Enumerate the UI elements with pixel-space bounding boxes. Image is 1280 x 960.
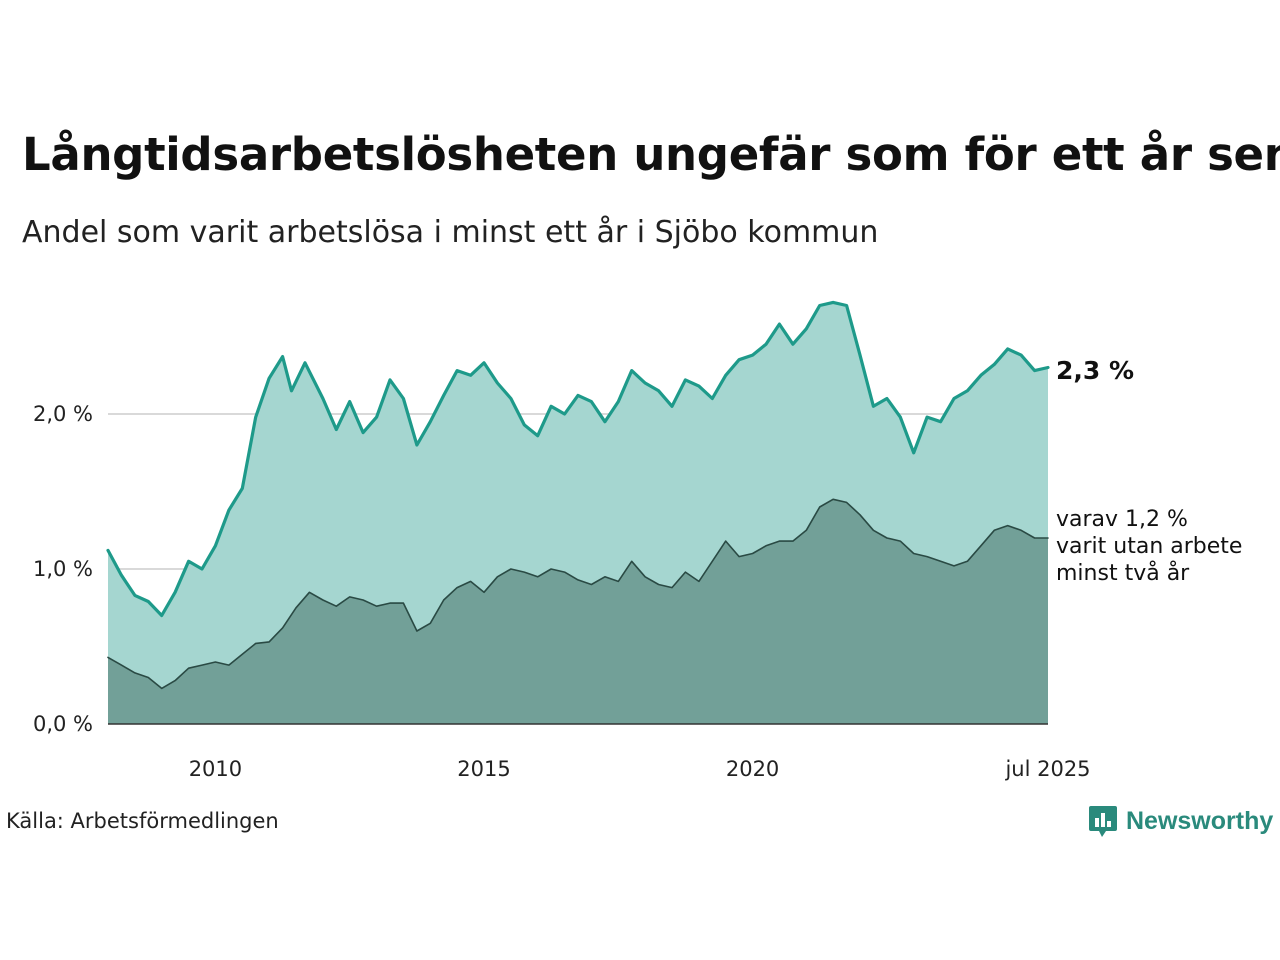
y-tick-label: 0,0 % xyxy=(33,712,93,736)
note-line: varav 1,2 % xyxy=(1056,507,1188,532)
series-area-long xyxy=(108,499,1048,724)
end-value-label: 2,3 % xyxy=(1056,356,1134,385)
x-tick-label: 2015 xyxy=(457,757,510,781)
y-tick-label: 2,0 % xyxy=(33,402,93,426)
x-axis: 2010 2015 2020 jul 2025 xyxy=(189,757,1091,781)
long-term-note: varav 1,2 % varit utan arbete minst två … xyxy=(1056,507,1249,586)
series-line-long xyxy=(107,498,1049,690)
series-line-total xyxy=(106,300,1050,618)
x-tick-label: 2010 xyxy=(189,757,242,781)
source-credit: Källa: Arbetsförmedlingen xyxy=(6,809,279,833)
brand-name: Newsworthy xyxy=(1126,806,1274,835)
newsworthy-chart-icon xyxy=(1089,806,1117,837)
y-tick-label: 1,0 % xyxy=(33,557,93,581)
note-line: varit utan arbete xyxy=(1056,534,1242,559)
series-areas xyxy=(106,300,1050,725)
x-tick-label: jul 2025 xyxy=(1004,757,1090,781)
chart-title: Långtidsarbetslösheten ungefär som för e… xyxy=(22,128,1280,181)
y-axis: 0,0 % 1,0 % 2,0 % xyxy=(33,402,93,736)
x-tick-label: 2020 xyxy=(726,757,779,781)
chart-subtitle: Andel som varit arbetslösa i minst ett å… xyxy=(22,215,879,250)
brand-logo: Newsworthy xyxy=(1088,804,1273,838)
note-line: minst två år xyxy=(1056,560,1190,586)
